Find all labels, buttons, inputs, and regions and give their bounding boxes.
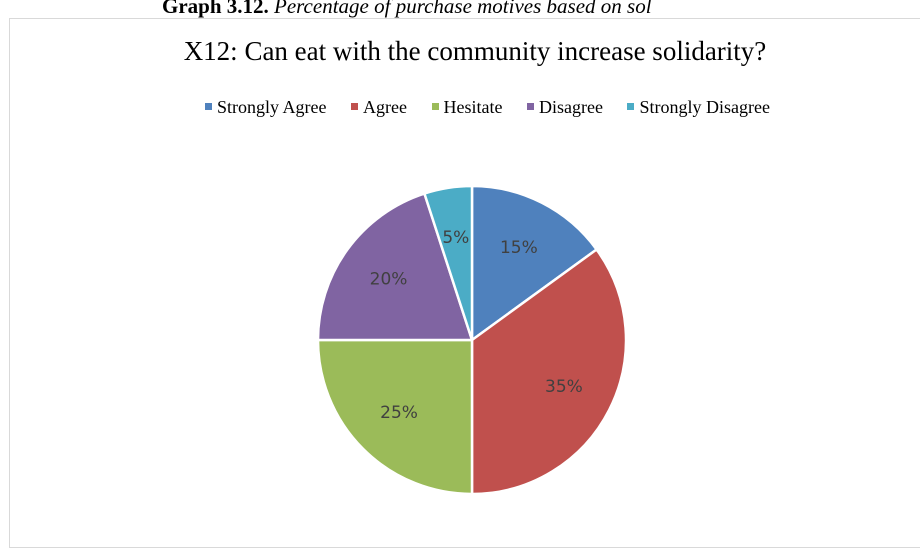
legend-swatch [205, 103, 213, 111]
caption-label: Graph 3.12. [162, 0, 269, 18]
figure-caption: Graph 3.12. Percentage of purchase motiv… [0, 0, 920, 28]
pie-slice-strongly-agree [470, 184, 598, 342]
legend-swatch [351, 103, 359, 111]
pie-slice-strongly-disagree [423, 184, 474, 342]
legend-item-agree: Agree [351, 97, 407, 118]
legend-item-strongly-agree: Strongly Agree [205, 97, 327, 118]
legend-swatch [431, 103, 439, 111]
caption-text: Percentage of purchase motives based on … [274, 0, 652, 18]
legend-swatch [627, 103, 635, 111]
legend-label: Disagree [539, 97, 603, 117]
legend-swatch [527, 103, 534, 111]
legend-item-strongly-disagree: Strongly Disagree [627, 97, 770, 118]
legend-item-disagree: Disagree [527, 97, 603, 118]
legend-item-hesitate: Hesitate [431, 97, 503, 118]
legend: Strongly Agree Agree Hesitate Disagree S… [0, 97, 920, 118]
legend-label: Strongly Disagree [639, 97, 770, 117]
slice-label-strongly-disagree: 5% [442, 228, 469, 248]
pie-slice-agree [470, 248, 628, 496]
slice-label-disagree: 20% [370, 269, 408, 289]
legend-label: Agree [363, 97, 408, 117]
slice-label-hesitate: 25% [380, 403, 418, 423]
chart-title: X12: Can eat with the community increase… [183, 36, 767, 66]
slice-label-agree: 35% [545, 377, 583, 397]
legend-label: Hesitate [443, 97, 503, 117]
pie-slice-hesitate [316, 338, 474, 496]
slice-label-strongly-agree: 15% [500, 238, 538, 258]
pie-slice-disagree [316, 192, 474, 342]
legend-label: Strongly Agree [217, 97, 327, 117]
